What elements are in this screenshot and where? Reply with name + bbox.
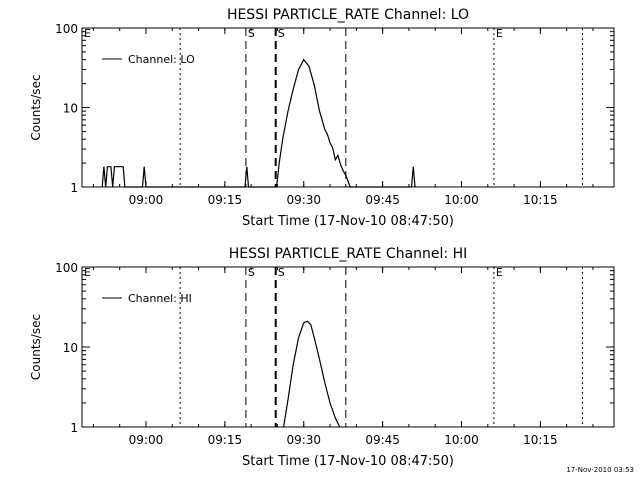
footer-timestamp: 17-Nov-2010 03:53 xyxy=(566,466,634,474)
plot-frame xyxy=(81,27,615,188)
x-tick-label: 09:45 xyxy=(365,433,400,447)
x-tick-label: 10:00 xyxy=(444,433,479,447)
marker-label: S xyxy=(248,27,255,40)
marker-label: S xyxy=(278,266,285,279)
marker-label: E xyxy=(496,266,503,279)
x-axis-label: Start Time (17-Nov-10 08:47:50) xyxy=(242,454,454,469)
y-tick-label: 100 xyxy=(55,261,78,275)
marker-label: S xyxy=(278,27,285,40)
y-tick-label: 1 xyxy=(70,181,78,195)
y-tick-label: 1 xyxy=(70,421,78,435)
y-tick-label: 10 xyxy=(63,102,78,116)
marker-label: E xyxy=(84,27,91,40)
x-tick-label: 10:00 xyxy=(444,193,479,207)
series-line xyxy=(101,58,416,188)
x-tick-label: 10:15 xyxy=(523,433,558,447)
marker-label: E xyxy=(84,266,91,279)
y-tick-label: 100 xyxy=(55,22,78,36)
marker-label: S xyxy=(248,266,255,279)
x-tick-label: 09:45 xyxy=(365,193,400,207)
y-axis-label: Counts/sec xyxy=(29,314,43,380)
x-tick-label: 09:15 xyxy=(208,433,243,447)
x-axis-label: Start Time (17-Nov-10 08:47:50) xyxy=(242,214,454,229)
x-tick-label: 09:15 xyxy=(208,193,243,207)
x-tick-label: 09:30 xyxy=(286,193,321,207)
y-axis-label: Counts/sec xyxy=(29,74,43,140)
x-tick-label: 09:00 xyxy=(129,193,164,207)
legend-entry: Channel: LO xyxy=(128,53,195,66)
plot-frame xyxy=(81,266,615,428)
x-tick-label: 10:15 xyxy=(523,193,558,207)
series-line xyxy=(283,320,341,428)
y-tick-label: 10 xyxy=(63,341,78,355)
chart-title: HESSI PARTICLE_RATE Channel: HI xyxy=(229,246,467,262)
marker-label: E xyxy=(496,27,503,40)
x-tick-label: 09:30 xyxy=(286,433,321,447)
x-tick-label: 09:00 xyxy=(129,433,164,447)
legend-entry: Channel: HI xyxy=(128,292,192,305)
chart-title: HESSI PARTICLE_RATE Channel: LO xyxy=(227,7,469,23)
